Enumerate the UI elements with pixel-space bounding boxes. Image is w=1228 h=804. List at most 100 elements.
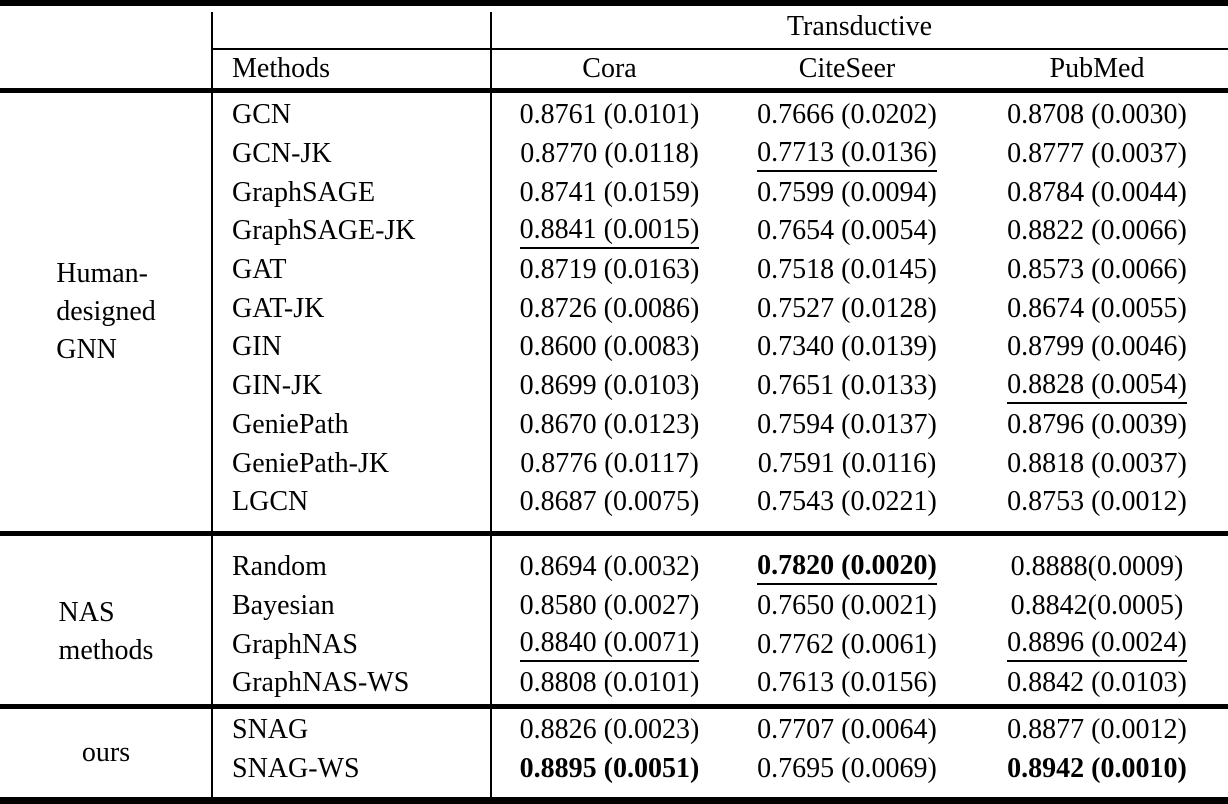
metric-value: 0.7613 (0.0156) [757,667,937,699]
citeseer-value-cell: 0.7527 (0.0128) [728,289,966,328]
top-rule [0,0,1228,6]
group-label-cell: Human- designed GNN [0,93,212,531]
metric-value: 0.8674 (0.0055) [1007,292,1187,324]
vertical-rule-values-sec1 [490,93,492,531]
metric-value: 0.7651 (0.0133) [757,370,937,402]
method-name: GCN [232,99,292,131]
table-row: SNAG 0.8826 (0.0023) 0.7707 (0.0064) 0.8… [212,711,1228,750]
section-separator-rule [0,704,1228,709]
table-row: GraphSAGE 0.8741 (0.0159) 0.7599 (0.0094… [212,173,1228,212]
metric-value: 0.8942 (0.0010) [1007,753,1187,785]
method-name: Random [232,551,327,583]
metric-value: 0.8841 (0.0015) [519,214,700,249]
table-row: GraphNAS-WS 0.8808 (0.0101) 0.7613 (0.01… [212,664,1228,703]
pubmed-value-cell: 0.8942 (0.0010) [966,750,1228,789]
metric-value: 0.7340 (0.0139) [757,331,937,363]
metric-value: 0.8799 (0.0046) [1007,331,1187,363]
metric-value: 0.8796 (0.0039) [1007,408,1187,440]
cora-value-cell: 0.8770 (0.0118) [491,135,728,174]
citeseer-value-cell: 0.7713 (0.0136) [728,135,966,174]
metric-value: 0.7543 (0.0221) [757,486,937,518]
metric-value: 0.8842(0.0005) [1010,590,1184,622]
table-row: GraphSAGE-JK 0.8841 (0.0015) 0.7654 (0.0… [212,212,1228,251]
metric-value: 0.8826 (0.0023) [519,714,700,746]
pubmed-value-cell: 0.8708 (0.0030) [966,96,1228,135]
table-header: Transductive Methods Cora CiteSeer PubMe… [0,6,1228,88]
metric-value: 0.8895 (0.0051) [519,753,700,785]
metric-value: 0.8600 (0.0083) [519,331,700,363]
method-name: SNAG-WS [232,753,360,785]
metric-value: 0.8822 (0.0066) [1007,215,1187,247]
citeseer-value-cell: 0.7820 (0.0020) [728,548,966,587]
pubmed-value-cell: 0.8753 (0.0012) [966,483,1228,522]
metric-value: 0.8761 (0.0101) [519,99,700,131]
vertical-rule-group-header [211,12,213,88]
metric-value: 0.7820 (0.0020) [757,550,937,585]
metric-value: 0.8842 (0.0103) [1007,667,1187,699]
metric-value: 0.8699 (0.0103) [519,370,700,402]
methods-column-header: Methods [232,53,330,84]
cora-value-cell: 0.8895 (0.0051) [491,750,728,789]
vertical-rule-values-sec3 [490,709,492,797]
table-row: Bayesian 0.8580 (0.0027) 0.7650 (0.0021)… [212,587,1228,626]
metric-value: 0.7666 (0.0202) [757,99,937,131]
section-separator-rule [0,531,1228,536]
pubmed-value-cell: 0.8796 (0.0039) [966,406,1228,445]
pubmed-value-cell: 0.8777 (0.0037) [966,135,1228,174]
method-name: LGCN [232,486,309,518]
metric-value: 0.8808 (0.0101) [519,667,700,699]
group-label-cell: ours [0,709,212,797]
cora-value-cell: 0.8687 (0.0075) [491,483,728,522]
cora-value-cell: 0.8808 (0.0101) [491,664,728,703]
table-row: GIN 0.8600 (0.0083) 0.7340 (0.0139) 0.87… [212,328,1228,367]
vertical-rule-group-sec1 [211,93,213,531]
method-name: GraphNAS-WS [232,667,410,699]
cora-value-cell: 0.8719 (0.0163) [491,251,728,290]
metric-value: 0.8694 (0.0032) [519,551,700,583]
metric-value: 0.8741 (0.0159) [519,176,700,208]
section-rows: Random 0.8694 (0.0032) 0.7820 (0.0020) 0… [212,536,1228,704]
pubmed-value-cell: 0.8784 (0.0044) [966,173,1228,212]
pubmed-value-cell: 0.8888(0.0009) [966,548,1228,587]
metric-value: 0.7707 (0.0064) [757,714,937,746]
metric-value: 0.7713 (0.0136) [757,137,937,172]
cora-value-cell: 0.8600 (0.0083) [491,328,728,367]
setting-title: Transductive [786,11,933,42]
method-name: GeniePath [232,408,349,440]
table-row: GCN 0.8761 (0.0101) 0.7666 (0.0202) 0.87… [212,96,1228,135]
citeseer-value-cell: 0.7340 (0.0139) [728,328,966,367]
setting-underline-rule [212,48,1228,50]
section-rows: SNAG 0.8826 (0.0023) 0.7707 (0.0064) 0.8… [212,709,1228,797]
pubmed-value-cell: 0.8674 (0.0055) [966,289,1228,328]
vertical-rule-group-sec2 [211,536,213,704]
pubmed-value-cell: 0.8822 (0.0066) [966,212,1228,251]
dataset-header-pubmed: PubMed [1049,53,1145,84]
metric-value: 0.8818 (0.0037) [1007,447,1187,479]
pubmed-value-cell: 0.8877 (0.0012) [966,711,1228,750]
metric-value: 0.8580 (0.0027) [519,590,700,622]
method-name: SNAG [232,714,309,746]
metric-value: 0.7527 (0.0128) [757,292,937,324]
metric-value: 0.8753 (0.0012) [1007,486,1187,518]
section-nas-methods: NAS methods Random 0.8694 (0.0032) 0.782… [0,536,1228,704]
metric-value: 0.8719 (0.0163) [519,254,700,286]
method-name: GIN [232,331,282,363]
method-name: GeniePath-JK [232,447,390,479]
citeseer-value-cell: 0.7695 (0.0069) [728,750,966,789]
group-label: NAS methods [58,597,154,666]
method-name: GraphSAGE [232,176,376,208]
pubmed-value-cell: 0.8573 (0.0066) [966,251,1228,290]
pubmed-value-cell: 0.8818 (0.0037) [966,444,1228,483]
method-name: GraphSAGE-JK [232,215,416,247]
cora-value-cell: 0.8826 (0.0023) [491,711,728,750]
metric-value: 0.8687 (0.0075) [519,486,700,518]
citeseer-value-cell: 0.7599 (0.0094) [728,173,966,212]
section-ours: ours SNAG 0.8826 (0.0023) 0.7707 (0.0064… [0,709,1228,797]
table-row: GAT 0.8719 (0.0163) 0.7518 (0.0145) 0.85… [212,251,1228,290]
cora-value-cell: 0.8670 (0.0123) [491,406,728,445]
citeseer-value-cell: 0.7650 (0.0021) [728,587,966,626]
metric-value: 0.8670 (0.0123) [519,408,700,440]
citeseer-value-cell: 0.7613 (0.0156) [728,664,966,703]
table-row: Random 0.8694 (0.0032) 0.7820 (0.0020) 0… [212,548,1228,587]
